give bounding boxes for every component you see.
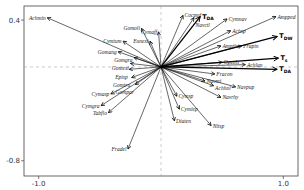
species-label: Episp <box>114 74 128 80</box>
species-label: Cocped <box>185 12 202 18</box>
index-label: Ts <box>280 54 287 63</box>
species-label: Cymlep <box>181 106 198 112</box>
species-label: Gomtru <box>113 82 130 88</box>
species-arrow <box>128 67 161 149</box>
species-label: Gomgra <box>114 57 133 63</box>
species-label: Ampped <box>276 14 295 20</box>
species-arrow <box>161 67 236 87</box>
species-arrow <box>161 67 177 96</box>
species-label: Nitsp <box>212 123 225 129</box>
species-label: Fradel <box>110 146 126 152</box>
index-label: TDA <box>279 65 291 74</box>
species-label: Achsp <box>231 28 246 34</box>
species-label: Cymgra <box>82 103 100 109</box>
species-arrow <box>47 18 161 67</box>
index-arrow <box>161 58 278 67</box>
species-label: Cymasp <box>92 91 110 97</box>
species-arrow <box>161 31 231 67</box>
species-arrow <box>130 63 161 67</box>
chart: -1.0 1.0 -0.8 0.4 TDA TDW Ts TDA Achmin Cocped Nav… <box>0 0 304 190</box>
y-tick-label: -0.8 <box>6 157 20 165</box>
species-arrow <box>150 41 161 67</box>
species-label: Cymnav <box>229 16 248 22</box>
species-label: Fracon <box>215 71 232 77</box>
species-label: Gomang <box>98 49 117 55</box>
species-label: Achlan <box>246 62 263 68</box>
x-tick-label: 1.0 <box>278 180 289 188</box>
y-tick <box>21 20 24 21</box>
species-arrow <box>108 67 161 113</box>
species-label: Frapin <box>242 43 259 49</box>
plot-area <box>24 6 298 176</box>
plot-frame <box>24 6 298 176</box>
index-label: TDA <box>202 13 214 22</box>
x-tick <box>283 176 284 179</box>
species-label: Cymtum <box>103 38 121 44</box>
species-label: Achhol <box>214 85 231 91</box>
species-label: Navctl <box>195 22 211 28</box>
species-label: Opeols <box>224 59 240 65</box>
species-arrow <box>123 41 161 67</box>
x-tick <box>38 176 39 179</box>
center-line <box>161 6 162 176</box>
species-arrow <box>161 19 227 67</box>
species-arrow <box>161 67 211 126</box>
species-label: Eunexi <box>132 38 149 44</box>
species-label: Gomoli <box>123 25 140 31</box>
species-label: Cymsp <box>178 93 193 99</box>
x-tick-label: -1.0 <box>32 180 46 188</box>
species-label: Cymaff <box>141 29 158 35</box>
species-label: Achmin <box>28 15 46 21</box>
species-label: Navrei <box>206 78 222 84</box>
y-tick <box>21 160 24 161</box>
species-label: Navrhy <box>221 94 239 100</box>
species-label: Diaten <box>175 118 191 124</box>
index-label: TDW <box>279 32 292 41</box>
species-label: Tabflo <box>93 110 107 116</box>
species-label: Gompar <box>115 89 134 95</box>
y-tick-label: 0.4 <box>9 17 21 25</box>
species-arrow <box>101 67 161 106</box>
species-label: Gomexi <box>112 65 130 71</box>
species-arrow <box>132 67 161 78</box>
species-label: Ampthu <box>221 43 239 49</box>
species-label: Navpup <box>236 84 254 90</box>
index-arrow <box>161 17 200 67</box>
